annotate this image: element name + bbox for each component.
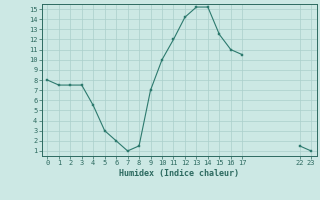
X-axis label: Humidex (Indice chaleur): Humidex (Indice chaleur) (119, 169, 239, 178)
